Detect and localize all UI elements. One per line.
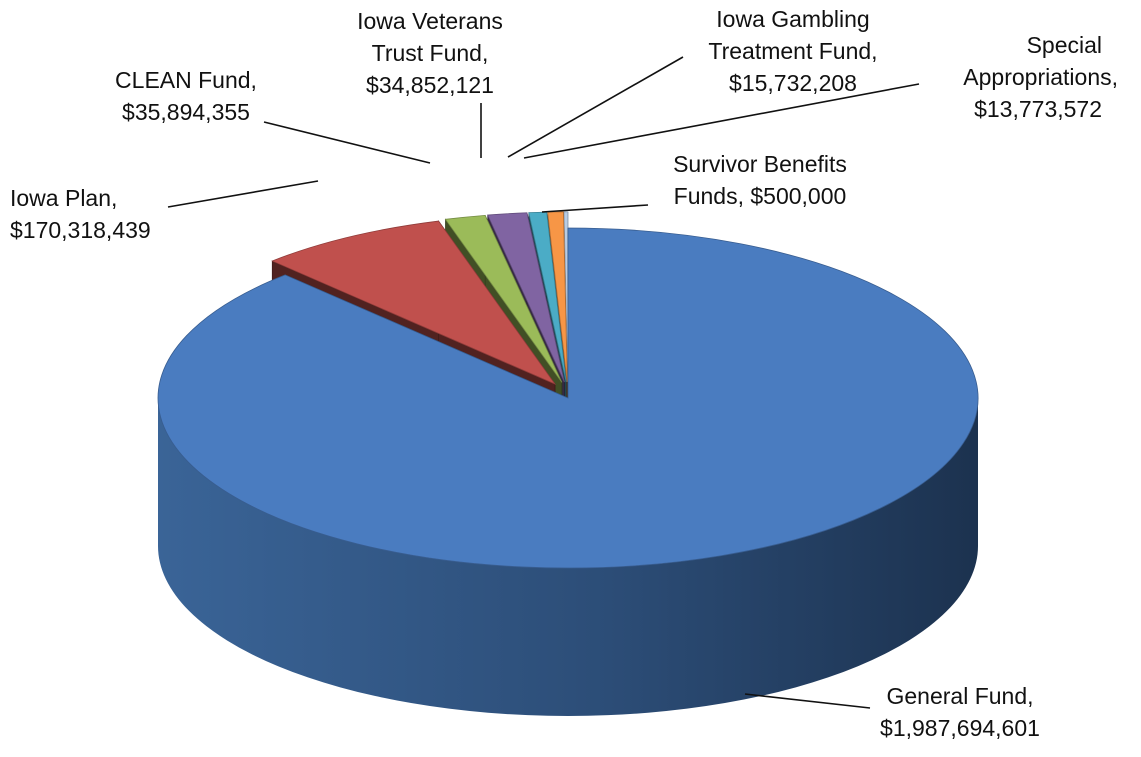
label-general-fund-line1: General Fund,: [886, 683, 1033, 709]
label-special-line3: $13,773,572: [974, 96, 1102, 122]
leader-line-gambling: [507, 56, 684, 158]
label-special-line1: Special: [1027, 32, 1102, 58]
pie-slices: [157, 211, 979, 716]
label-iowa-plan-line1: Iowa Plan,: [10, 185, 117, 211]
label-special-appropriations: Special Appropriations, $13,773,572: [963, 32, 1118, 122]
leader-line-iowa-plan: [167, 180, 319, 208]
label-iowa-plan: Iowa Plan, $170,318,439: [10, 185, 151, 243]
slice-general-fund: [157, 227, 979, 716]
slice-iowa-veterans-trust-fund-top: [487, 212, 565, 383]
label-survivor-benefits: Survivor Benefits Funds, $500,000: [673, 151, 847, 209]
leader-line-clean: [263, 121, 431, 164]
label-general-fund: General Fund, $1,987,694,601: [880, 683, 1040, 741]
label-special-line2: Appropriations,: [963, 64, 1118, 90]
label-gambling-line3: $15,732,208: [729, 70, 857, 96]
label-gambling-line1: Iowa Gambling: [716, 6, 869, 32]
label-iowa-plan-line2: $170,318,439: [10, 217, 151, 243]
slice-general-fund-side: [158, 398, 978, 716]
slice-general-fund-top: [157, 227, 979, 569]
label-clean-fund-line2: $35,894,355: [122, 99, 250, 125]
slice-iowa-plan-top: [271, 220, 557, 385]
label-veterans-line1: Iowa Veterans: [357, 8, 503, 34]
label-veterans-trust-fund: Iowa Veterans Trust Fund, $34,852,121: [357, 8, 503, 98]
label-gambling-treatment-fund: Iowa Gambling Treatment Fund, $15,732,20…: [708, 6, 877, 96]
label-gambling-line2: Treatment Fund,: [708, 38, 877, 64]
slice-survivor-benefits-funds-top: [563, 211, 569, 382]
label-survivor-line2: Funds, $500,000: [674, 183, 847, 209]
slice-clean-fund-top: [444, 214, 563, 383]
leader-line-general: [744, 693, 871, 709]
label-veterans-line3: $34,852,121: [366, 72, 494, 98]
leader-line-special: [523, 83, 920, 159]
leader-lines: [167, 56, 920, 709]
label-clean-fund: CLEAN Fund, $35,894,355: [115, 67, 257, 125]
label-survivor-line1: Survivor Benefits: [673, 151, 847, 177]
label-clean-fund-line1: CLEAN Fund,: [115, 67, 257, 93]
leader-line-survivor: [541, 204, 649, 213]
label-veterans-line2: Trust Fund,: [372, 40, 489, 66]
label-general-fund-line2: $1,987,694,601: [880, 715, 1040, 741]
